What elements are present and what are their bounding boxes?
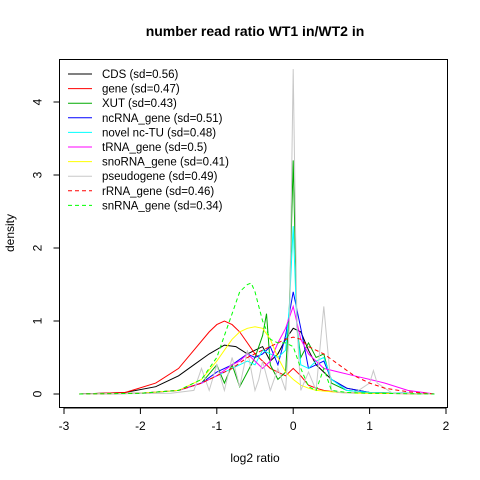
y-tick-label: 3	[31, 171, 45, 178]
y-tick-label: 1	[31, 317, 45, 324]
chart-title: number read ratio WT1 in/WT2 in	[146, 23, 365, 39]
legend-label: snRNA_gene (sd=0.34)	[102, 200, 223, 212]
legend-label: ncRNA_gene (sd=0.51)	[102, 113, 223, 125]
x-tick-label: -3	[59, 419, 70, 433]
x-tick-label: 1	[366, 419, 373, 433]
series-line-10	[79, 282, 435, 395]
series-line-2	[79, 320, 435, 395]
x-tick-label: 0	[290, 419, 297, 433]
y-tick-label: 0	[31, 390, 45, 397]
legend-label: snoRNA_gene (sd=0.41)	[102, 157, 229, 169]
legend-label: rRNA_gene (sd=0.46)	[102, 186, 214, 198]
y-axis-label: density	[3, 214, 17, 252]
series-line-7	[79, 326, 435, 395]
x-axis: -3 -2 -1 0 1 2	[59, 407, 450, 433]
series-line-6	[79, 304, 435, 395]
legend-label: gene (sd=0.47)	[102, 84, 180, 96]
x-tick-label: -2	[135, 419, 146, 433]
series-line-9	[79, 336, 435, 395]
legend: CDS (sd=0.56) gene (sd=0.47) XUT (sd=0.43)…	[68, 69, 229, 212]
x-tick-label: 2	[443, 419, 450, 433]
y-tick-label: 2	[31, 244, 45, 251]
y-axis: 0 1 2 3 4	[31, 98, 60, 397]
series-line-4	[79, 291, 435, 395]
series-line-8	[79, 69, 435, 395]
series-line-5	[79, 226, 435, 395]
legend-label: CDS (sd=0.56)	[102, 69, 179, 81]
legend-label: pseudogene (sd=0.49)	[102, 171, 218, 183]
plot-frame	[59, 59, 448, 408]
series-layer	[79, 69, 435, 395]
legend-label: novel nc-TU (sd=0.48)	[102, 127, 216, 139]
legend-label: XUT (sd=0.43)	[102, 98, 177, 110]
x-tick-label: -1	[211, 419, 222, 433]
x-axis-label: log2 ratio	[230, 451, 280, 465]
legend-label: tRNA_gene (sd=0.5)	[102, 142, 207, 154]
y-tick-label: 4	[31, 98, 45, 105]
